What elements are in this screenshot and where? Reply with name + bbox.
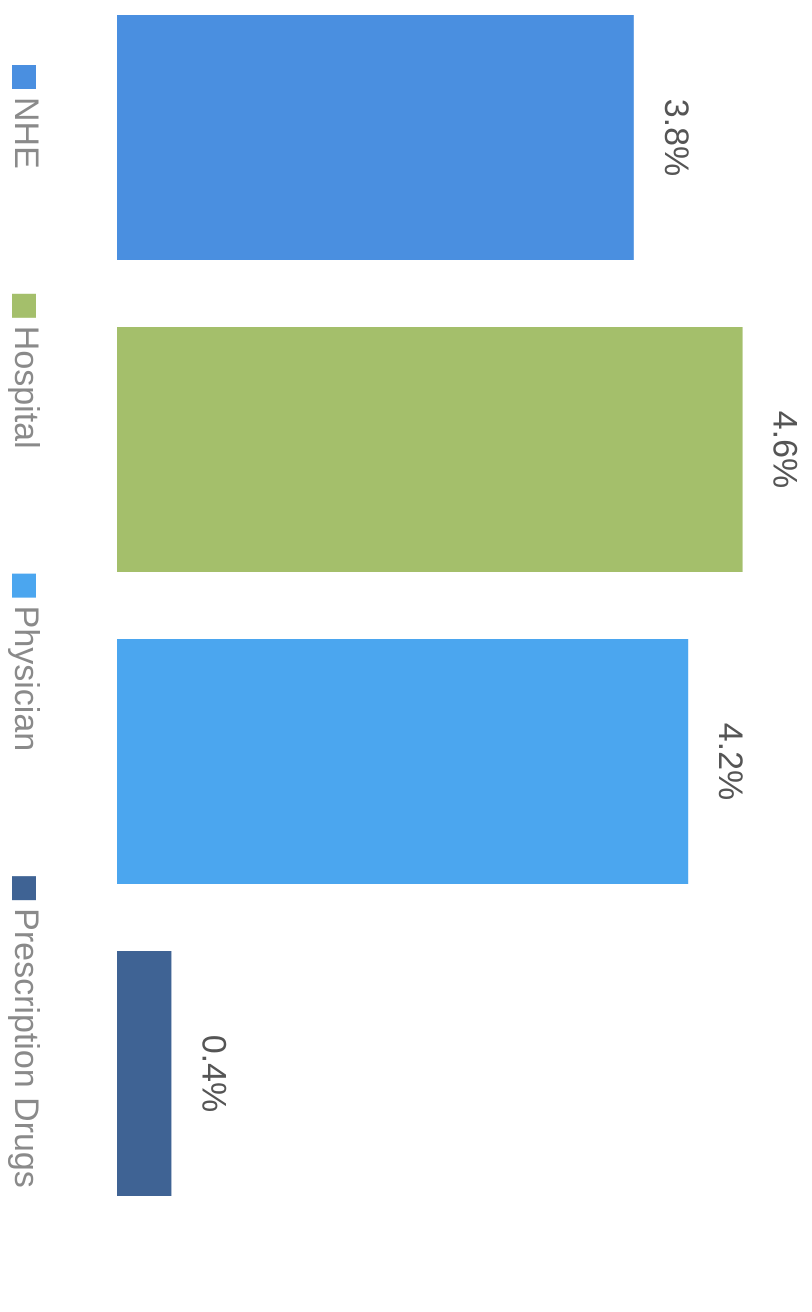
value-label: 0.4% xyxy=(194,1035,232,1113)
value-label: 4.6% xyxy=(766,411,804,489)
legend-swatch xyxy=(12,876,36,901)
legend-swatch xyxy=(12,573,36,598)
value-label: 4.2% xyxy=(711,723,749,801)
bar xyxy=(117,327,743,572)
value-label: 3.8% xyxy=(657,99,695,177)
bar xyxy=(117,639,689,884)
legend-label: Physician xyxy=(7,606,45,752)
legend-label: NHE xyxy=(7,97,45,169)
bar xyxy=(117,951,172,1196)
legend-swatch xyxy=(12,293,36,318)
legend-swatch xyxy=(12,65,36,89)
legend-label: Prescription Drugs xyxy=(7,908,45,1188)
bar xyxy=(117,15,634,260)
legend-label: Hospital xyxy=(7,326,45,449)
